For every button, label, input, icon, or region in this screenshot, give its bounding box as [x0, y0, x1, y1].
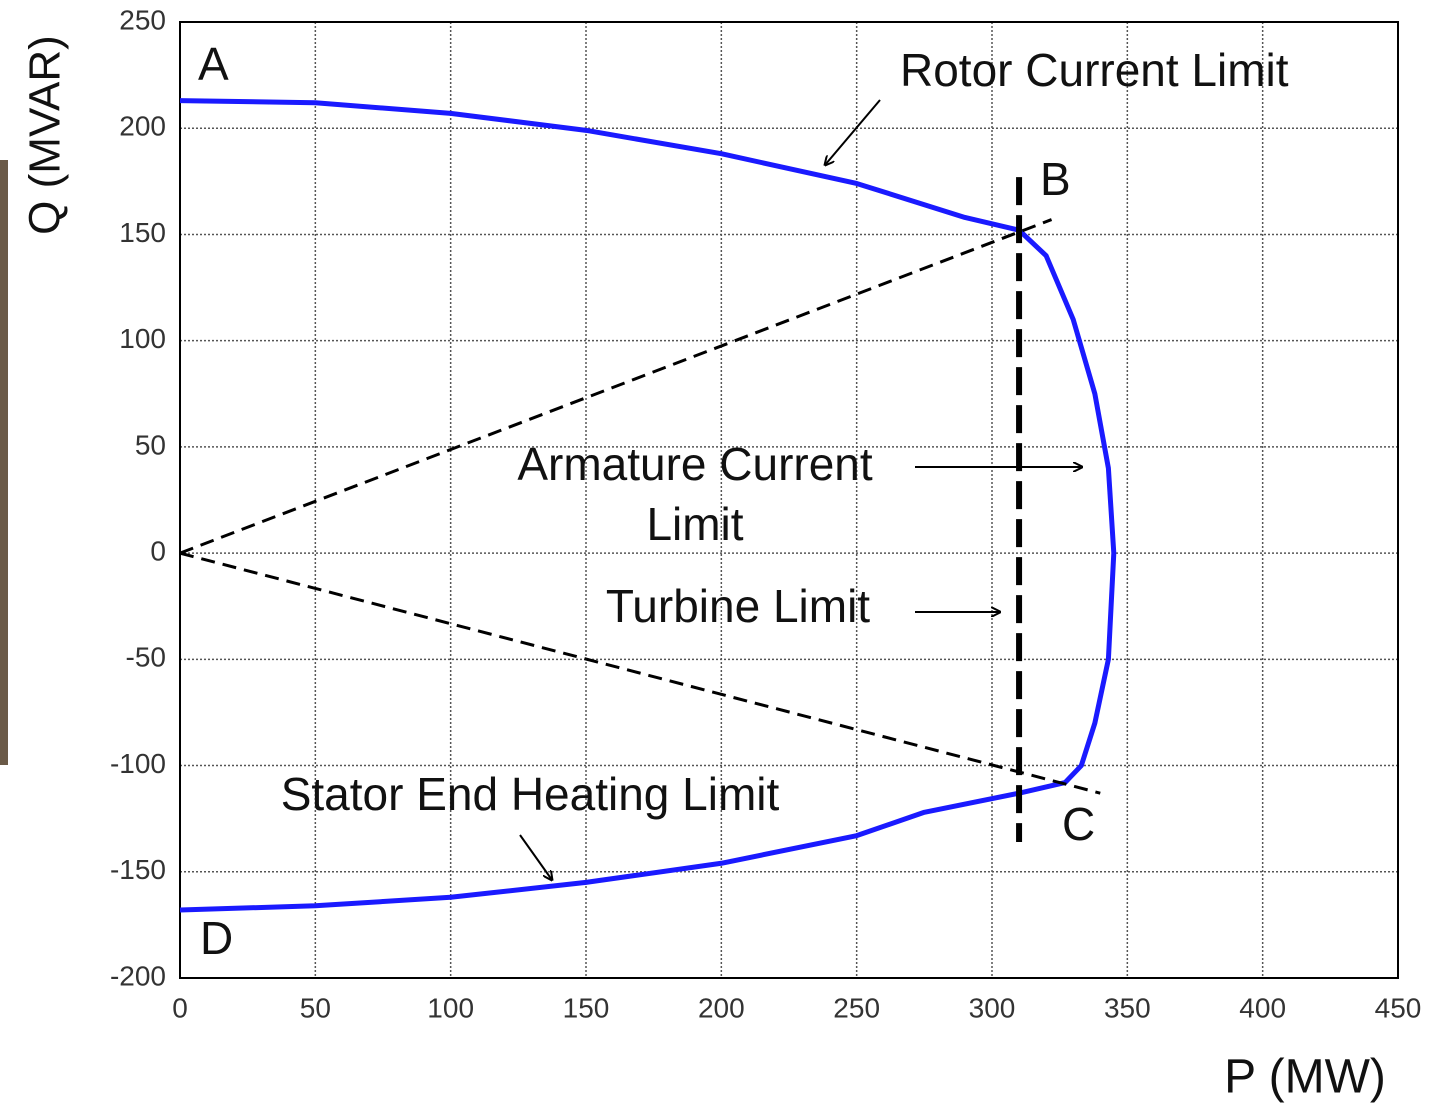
- x-tick-label: 50: [300, 992, 331, 1023]
- y-tick-label: 50: [135, 429, 166, 460]
- x-tick-label: 400: [1239, 992, 1286, 1023]
- annotation: D: [200, 912, 233, 964]
- annotation: Turbine Limit: [606, 580, 870, 632]
- x-tick-label: 0: [172, 992, 188, 1023]
- y-tick-label: 0: [150, 536, 166, 567]
- arrow: [520, 835, 552, 880]
- annotation: C: [1062, 798, 1095, 850]
- limit-line: [180, 220, 1052, 554]
- annotations: A B C D Rotor Current Limit Armature Current L…: [198, 38, 1289, 964]
- x-tick-label: 250: [833, 992, 880, 1023]
- annotation: Stator End Heating Limit: [281, 768, 780, 820]
- annotation: A: [198, 38, 229, 90]
- x-tick-label: 350: [1104, 992, 1151, 1023]
- x-tick-label: 100: [427, 992, 474, 1023]
- y-tick-label: -50: [126, 642, 166, 673]
- y-tick-label: 150: [119, 217, 166, 248]
- y-tick-label: -100: [110, 748, 166, 779]
- x-tick-label: 450: [1375, 992, 1422, 1023]
- annotation: Rotor Current Limit: [900, 44, 1289, 96]
- x-tick-label: 150: [563, 992, 610, 1023]
- y-tick-label: -150: [110, 854, 166, 885]
- page: {"chart_data": { "type": "line", "xlabel…: [0, 0, 1456, 1110]
- y-tick-label: 250: [119, 4, 166, 35]
- chart: P (MW) Q (MVAR) ABCDRotor Current LimitA…: [0, 0, 1456, 1110]
- x-tick-label: 200: [698, 992, 745, 1023]
- photo-strip: [0, 160, 8, 765]
- annotation: Armature Current: [517, 438, 873, 490]
- x-axis-label: P (MW): [1224, 1051, 1386, 1104]
- grid: [180, 22, 1398, 978]
- y-tick-label: -200: [110, 960, 166, 991]
- arrow: [825, 100, 880, 165]
- y-tick-label: 200: [119, 111, 166, 142]
- y-tick-label: 100: [119, 323, 166, 354]
- y-axis-label: Q (MVAR): [21, 35, 70, 235]
- annotation: Limit: [646, 498, 743, 550]
- x-tick-label: 300: [969, 992, 1016, 1023]
- plot-frame: [180, 22, 1398, 978]
- annotation: B: [1040, 153, 1071, 205]
